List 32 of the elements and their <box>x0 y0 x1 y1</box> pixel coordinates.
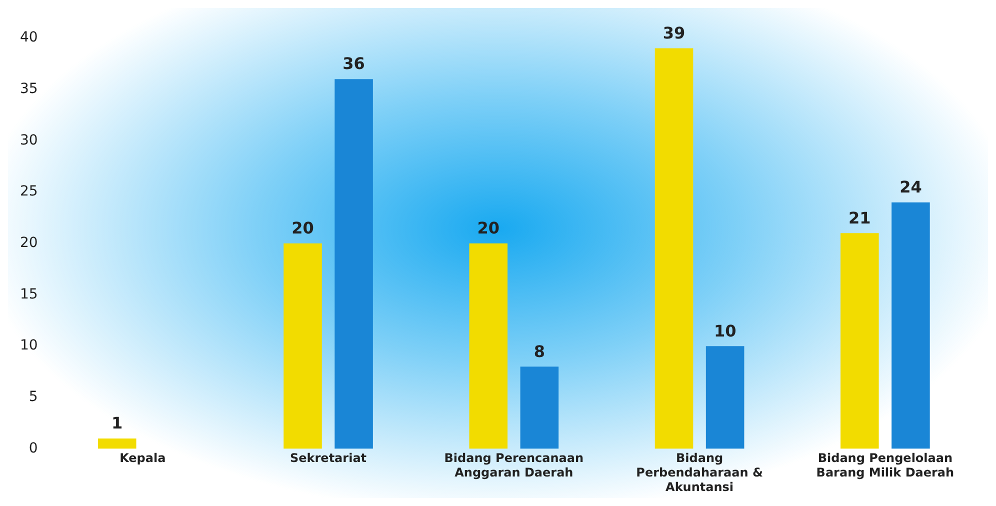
x-tick-label: Bidang Perencanaan Anggaran Daerah <box>444 451 584 480</box>
bar <box>706 346 744 449</box>
y-tick-label: 40 <box>20 30 38 46</box>
y-tick-label: 25 <box>20 184 38 200</box>
bar <box>98 438 136 449</box>
bar <box>840 233 879 449</box>
bar <box>654 48 694 449</box>
x-tick-label: Kepala <box>120 451 166 466</box>
y-tick-label: 0 <box>28 440 38 456</box>
y-tick-label: 5 <box>28 389 38 406</box>
x-tick-label: Bidang Pengelolaan Barang Milik Daerah <box>816 451 954 480</box>
bar <box>892 202 930 449</box>
bar <box>469 243 508 449</box>
data-label: 36 <box>342 54 365 74</box>
data-label: 20 <box>292 218 314 238</box>
y-tick-label: 20 <box>20 235 38 252</box>
data-label: 1 <box>112 414 123 433</box>
y-tick-label: 35 <box>20 80 38 97</box>
x-tick-label: Bidang Perbendaharaan & Akuntansi <box>636 451 763 494</box>
data-label: 10 <box>714 321 736 340</box>
y-tick-label: 15 <box>20 286 38 302</box>
data-label: 24 <box>900 177 922 196</box>
data-label: 21 <box>848 208 871 228</box>
bar <box>334 79 373 449</box>
y-tick-label: 10 <box>20 338 38 354</box>
y-tick-label: 30 <box>20 132 38 148</box>
data-label: 39 <box>662 23 686 42</box>
data-label: 8 <box>534 342 546 361</box>
x-tick-label: Sekretariat <box>290 451 367 466</box>
bar <box>284 243 322 449</box>
data-label: 20 <box>477 218 500 238</box>
bar <box>520 366 559 449</box>
